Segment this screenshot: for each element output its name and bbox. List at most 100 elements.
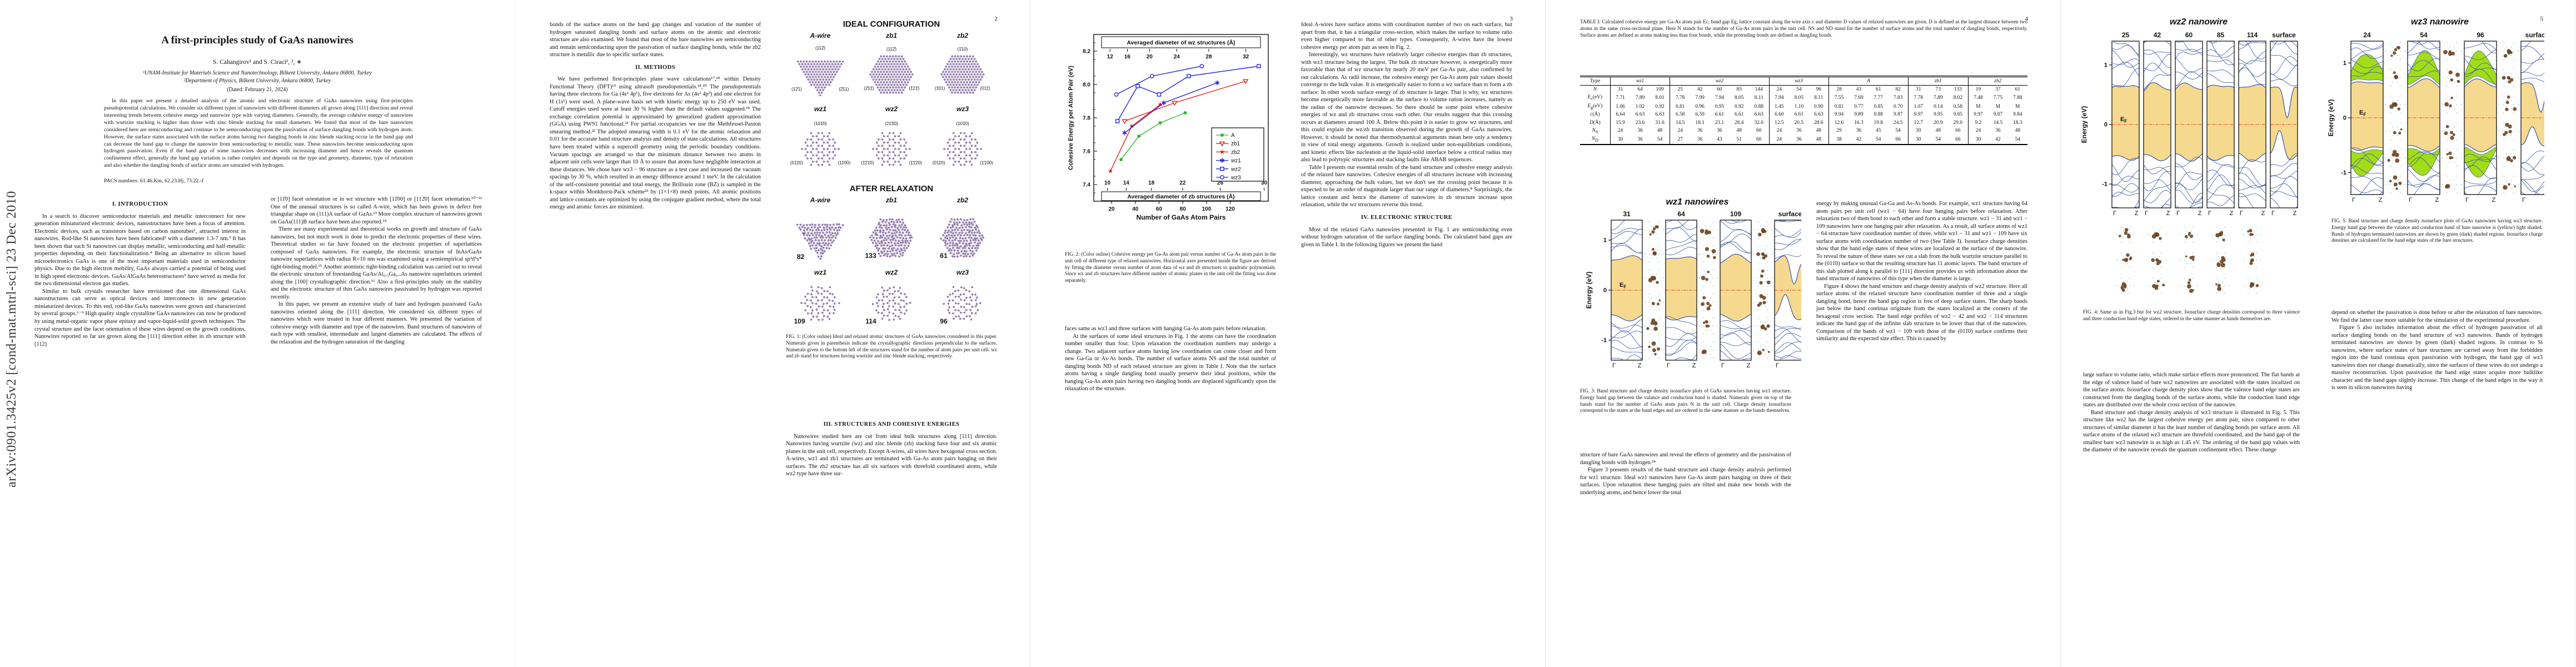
- page3-left-column: faces same as wz3 and three surfaces wit…: [1065, 325, 1276, 393]
- svg-text:wz1 nanowires: wz1 nanowires: [1666, 197, 1729, 207]
- svg-text:(011̄): (011̄): [980, 86, 990, 91]
- svg-text:80: 80: [1180, 206, 1187, 212]
- svg-text:18: 18: [1148, 180, 1155, 186]
- svg-text:(1̄100): (1̄100): [980, 160, 993, 165]
- paragraph: Figure 4 shows the band structure and ch…: [1816, 283, 2027, 342]
- svg-text:Γ: Γ: [2176, 210, 2180, 217]
- svg-text:31: 31: [1623, 210, 1631, 218]
- svg-text:16: 16: [1124, 54, 1131, 60]
- svg-text:Energy (eV): Energy (eV): [2080, 106, 2088, 143]
- figure-1-caption: FIG. 1: (Color online) Ideal and relaxed…: [786, 334, 997, 359]
- svg-text:60: 60: [1156, 206, 1163, 212]
- svg-text:(1̄21̄0): (1̄21̄0): [861, 160, 874, 165]
- svg-text:0: 0: [2104, 122, 2107, 128]
- svg-text:82: 82: [797, 253, 805, 261]
- paragraph: bonds of the surface atoms on the band g…: [550, 22, 761, 58]
- svg-text:114: 114: [2247, 31, 2258, 39]
- svg-text:Z: Z: [1692, 362, 1696, 369]
- svg-text:Z: Z: [2261, 210, 2265, 217]
- svg-text:(1̄01): (1̄01): [935, 86, 945, 91]
- svg-text:A: A: [1231, 133, 1235, 139]
- svg-text:zb2: zb2: [956, 196, 968, 204]
- svg-text:wz2: wz2: [885, 268, 898, 276]
- paragraph: In a search to discover semiconductor ma…: [34, 213, 246, 287]
- svg-text:120: 120: [1225, 206, 1235, 212]
- pacs-line: PACS numbers: 61.46.Km, 62.23.Hj, 73.22.…: [104, 178, 204, 184]
- page5-left-column: large surface to volume ratio, which mak…: [2083, 371, 2300, 454]
- section-heading: IV. ELECTRONIC STRUCTURE: [1361, 214, 1453, 221]
- svg-text:Averaged diameter of zb struct: Averaged diameter of zb structures (Å): [1127, 193, 1234, 200]
- svg-text:(12̄1): (12̄1): [791, 87, 802, 92]
- svg-text:7.4: 7.4: [1083, 182, 1090, 188]
- svg-text:AFTER RELAXATION: AFTER RELAXATION: [850, 184, 934, 193]
- page2-left-column: bonds of the surface atoms on the band g…: [550, 21, 761, 211]
- abstract: In this paper we present a detailed anal…: [104, 98, 413, 170]
- svg-text:40: 40: [1132, 206, 1139, 212]
- page1-right-column: or [11̄0] facet orientation or in wz str…: [271, 196, 482, 346]
- svg-text:wz2: wz2: [1230, 166, 1241, 172]
- svg-text:(101̄0): (101̄0): [956, 121, 969, 126]
- svg-text:(2̄11̄): (2̄11̄): [864, 86, 874, 91]
- figure-2-cohesive-energy-chart: 7.4 7.6 7.8 8.0 8.2 Cohesive Energy per Atom …: [1068, 34, 1269, 221]
- svg-text:100: 100: [1202, 206, 1212, 212]
- figure-1-nanowire-structures: IDEAL CONFIGURATION AFTER RELAXATION A-wir…: [790, 19, 993, 325]
- svg-text:(011̄0): (011̄0): [933, 160, 945, 165]
- paragraph: Interestingly, wz structures have relati…: [1301, 52, 1512, 163]
- affiliation-2: ²Department of Physics, Bilkent Universi…: [183, 78, 331, 84]
- paragraph: Similar to bulk crystals researcher have…: [34, 288, 246, 347]
- svg-text:wz3: wz3: [1230, 175, 1241, 181]
- svg-text:wz1: wz1: [814, 268, 826, 276]
- svg-text:Z: Z: [2230, 210, 2234, 217]
- page4-left-column: structure of bare GaAs nanowires and rev…: [1580, 451, 1791, 496]
- svg-text:Z: Z: [2198, 210, 2202, 217]
- page-1: arXiv:0901.3425v2 [cond-mat.mtrl-sci] 23…: [0, 0, 515, 667]
- svg-text:7.8: 7.8: [1083, 116, 1090, 122]
- paragraph: There are many experimental and theoreti…: [271, 226, 482, 300]
- svg-text:133: 133: [865, 252, 876, 260]
- svg-text:Z: Z: [1747, 362, 1751, 369]
- page-2: 2 bonds of the surface atoms on the band…: [515, 0, 1030, 667]
- paragraph: faces same as wz3 and three surfaces wit…: [1065, 326, 1267, 332]
- paragraph: or [11̄0] facet orientation or in wz str…: [271, 196, 482, 225]
- svg-text:25: 25: [2122, 31, 2130, 39]
- svg-text:Z: Z: [1638, 362, 1642, 369]
- svg-text:8.0: 8.0: [1083, 82, 1090, 88]
- svg-text:109: 109: [794, 317, 805, 325]
- svg-text:85: 85: [2217, 31, 2225, 39]
- page5-right-column: depend on whether the passivation is don…: [2331, 309, 2543, 392]
- paragraph: At the surfaces of some ideal structures…: [1065, 333, 1276, 392]
- svg-text:wz2: wz2: [885, 105, 898, 113]
- paper-title: A first-principles study of GaAs nanowir…: [161, 34, 353, 46]
- svg-text:surface: surface: [1778, 210, 1801, 218]
- figure-4-caption: FIG. 4: Same as in Fig.3 but for wz2 str…: [2083, 309, 2300, 321]
- svg-text:zb1: zb1: [885, 32, 897, 39]
- figure-2-caption: FIG. 2: (Color online) Cohesive energy p…: [1065, 251, 1276, 283]
- paragraph: We have performed first-principles plane…: [550, 76, 761, 211]
- svg-text:(011̄0): (011̄0): [790, 160, 803, 165]
- svg-text:12: 12: [1107, 54, 1114, 60]
- svg-text:Γ: Γ: [1721, 362, 1725, 369]
- svg-text:(11̄00): (11̄00): [838, 160, 851, 165]
- svg-text:Γ: Γ: [2113, 210, 2116, 217]
- svg-text:(112̄): (112̄): [886, 47, 896, 52]
- svg-text:wz1: wz1: [1230, 158, 1241, 164]
- paragraph: large surface to volume ratio, which mak…: [2083, 372, 2300, 409]
- svg-text:zb2: zb2: [956, 32, 968, 39]
- paragraph: Nanowires studied here are cut from idea…: [786, 433, 997, 477]
- svg-text:Z: Z: [2293, 210, 2297, 217]
- paragraph: Most of the relaxed GaAs nanowires prese…: [1301, 226, 1512, 248]
- svg-text:wz2 nanowire: wz2 nanowire: [2170, 17, 2228, 27]
- svg-text:Γ: Γ: [2145, 210, 2148, 217]
- paragraph: Figure 5 also includes information about…: [2331, 325, 2543, 391]
- svg-text:Number of GaAs Atom Pairs: Number of GaAs Atom Pairs: [1137, 213, 1226, 221]
- figure-5-caption: FIG. 5: Band structure and charge densit…: [2331, 218, 2543, 243]
- svg-text:24: 24: [1174, 54, 1180, 60]
- figure-3-caption: FIG. 3: Band structure and charge densit…: [1580, 388, 1791, 414]
- svg-text:Z: Z: [2135, 210, 2139, 217]
- page1-left-column: I. INTRODUCTION In a search to discover s…: [34, 196, 246, 348]
- svg-text:(1̄10): (1̄10): [958, 47, 968, 52]
- svg-text:(101̄0): (101̄0): [814, 121, 826, 126]
